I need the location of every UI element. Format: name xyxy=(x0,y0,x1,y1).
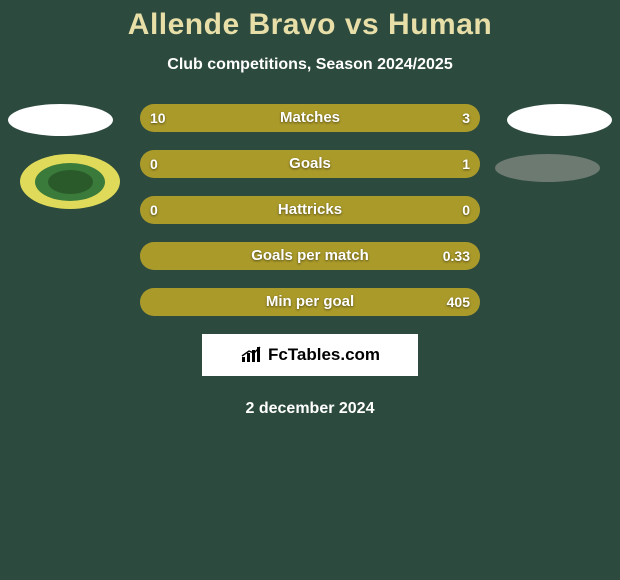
brand-badge: FcTables.com xyxy=(202,334,418,376)
comparison-card: Allende Bravo vs Human Club competitions… xyxy=(0,0,620,418)
stat-row: Hattricks0 0 xyxy=(140,196,480,224)
chart-icon xyxy=(240,346,262,364)
stat-value-left: 10 xyxy=(150,104,166,132)
stats-area: Matches103Goals01Hattricks00Goals per ma… xyxy=(0,104,620,418)
page-title: Allende Bravo vs Human xyxy=(0,8,620,42)
date-label: 2 december 2024 xyxy=(0,400,620,418)
stat-label: Hattricks xyxy=(140,196,480,224)
stat-label: Goals per match xyxy=(140,242,480,270)
stat-bars: Matches103Goals01Hattricks00Goals per ma… xyxy=(140,104,480,316)
stat-row: Min per goal405 xyxy=(140,288,480,316)
stat-value-left: 0 xyxy=(150,196,158,224)
player-badge-left xyxy=(8,104,113,136)
stat-row: Goals0 1 xyxy=(140,150,480,178)
stat-value-left: 0 xyxy=(150,150,158,178)
stat-row: Matches10 3 xyxy=(140,104,480,132)
stat-value-right: 0.33 xyxy=(443,242,470,270)
stat-row: Goals per match0.33 xyxy=(140,242,480,270)
subtitle: Club competitions, Season 2024/2025 xyxy=(0,56,620,74)
stat-label: Goals xyxy=(140,150,480,178)
player-badge-right xyxy=(507,104,612,136)
stat-value-right: 405 xyxy=(447,288,470,316)
club-logo-left xyxy=(20,154,120,209)
club-logo-right xyxy=(495,154,600,182)
stat-value-right: 1 xyxy=(462,150,470,178)
stat-label: Matches xyxy=(140,104,480,132)
stat-value-right: 3 xyxy=(462,104,470,132)
stat-value-right: 0 xyxy=(462,196,470,224)
brand-text: FcTables.com xyxy=(268,345,380,365)
stat-label: Min per goal xyxy=(140,288,480,316)
